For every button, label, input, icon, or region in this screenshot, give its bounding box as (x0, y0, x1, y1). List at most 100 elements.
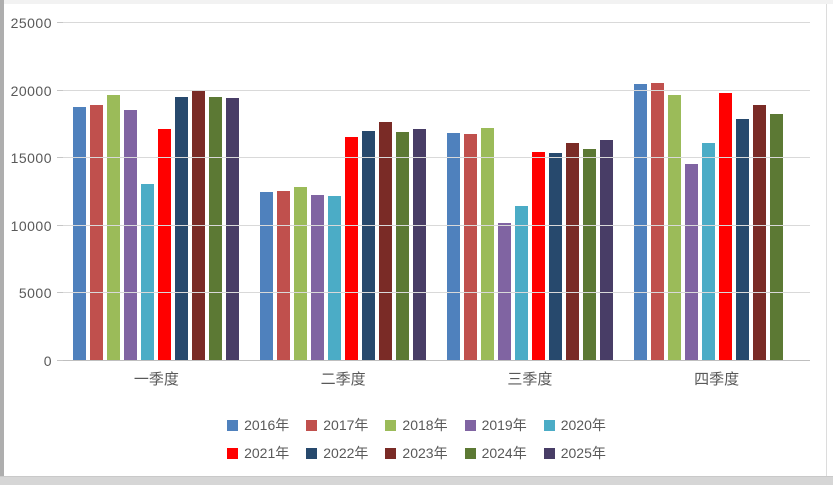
bar-2018年-三季度 (480, 128, 494, 361)
y-axis-tick (57, 224, 63, 226)
x-axis-label-4: 四季度 (694, 371, 740, 388)
bar-groups (63, 23, 810, 361)
legend-swatch-icon (464, 447, 476, 459)
bar-2020年-四季度 (701, 143, 715, 361)
bar-2024年-四季度 (769, 114, 783, 361)
bar-2023年-一季度 (192, 91, 206, 361)
bar-2019年-四季度 (684, 163, 698, 361)
bar-2022年-二季度 (362, 131, 376, 361)
bar-2016年-一季度 (73, 106, 87, 361)
bar-2018年-二季度 (294, 187, 308, 361)
legend-swatch-icon (306, 419, 318, 431)
legend-swatch-icon (385, 447, 397, 459)
y-axis-tick (57, 89, 63, 91)
y-tick-label-10000: 10000 (10, 217, 52, 234)
legend-item-2024年: 2024年 (464, 443, 527, 463)
legend-item-2016年: 2016年 (227, 415, 289, 435)
gridline-15000 (63, 157, 810, 159)
bar-2024年-三季度 (582, 149, 596, 361)
y-tick-label-5000: 5000 (18, 285, 52, 302)
legend-label: 2023年 (402, 445, 448, 461)
bar-2023年-四季度 (752, 105, 766, 361)
bar-2016年-三季度 (446, 133, 460, 361)
bar-2023年-三季度 (565, 142, 579, 361)
legend-swatch-icon (464, 419, 476, 431)
y-tick-label-20000: 20000 (10, 82, 52, 99)
legend-label: 2019年 (481, 417, 527, 433)
bar-2017年-二季度 (277, 190, 291, 361)
bar-group-1 (63, 23, 250, 361)
legend-row-2: 2021年 2022年 2023年 2024年 2025年 (227, 443, 606, 463)
x-axis-label-3: 三季度 (507, 371, 553, 388)
bar-2025年-三季度 (599, 139, 613, 361)
bar-group-2 (250, 23, 437, 361)
bar-2018年-一季度 (107, 94, 121, 361)
legend: 2016年 2017年 2018年 2019年 2020年 2021年 2022年 2023… (0, 415, 833, 463)
bar-2020年-二季度 (328, 196, 342, 361)
y-axis-labels: 0 5000 10000 15000 20000 25000 (4, 15, 58, 369)
legend-item-2020年: 2020年 (543, 415, 606, 435)
legend-item-2023年: 2023年 (385, 443, 448, 463)
frame-right-edge (826, 4, 827, 476)
gridline-20000 (63, 89, 810, 91)
bar-2025年-一季度 (226, 98, 240, 361)
legend-swatch-icon (227, 419, 239, 431)
bar-2018年-四季度 (667, 94, 681, 361)
bar-2021年-四季度 (718, 93, 732, 361)
bar-2021年-三季度 (531, 152, 545, 361)
legend-item-2022年: 2022年 (306, 443, 368, 463)
legend-label: 2018年 (402, 417, 448, 433)
bar-group-3 (437, 23, 624, 361)
frame-left-edge (0, 0, 4, 485)
bar-2020年-三季度 (514, 205, 528, 361)
legend-label: 2020年 (560, 417, 606, 433)
x-axis-line (63, 360, 810, 361)
y-tick-label-0: 0 (43, 353, 52, 369)
bar-2024年-一季度 (209, 97, 223, 361)
legend-row-1: 2016年 2017年 2018年 2019年 2020年 (227, 415, 606, 435)
x-axis-label-2: 二季度 (320, 371, 366, 388)
legend-swatch-icon (385, 419, 397, 431)
bar-2017年-三季度 (463, 133, 477, 361)
bar-2022年-一季度 (175, 96, 189, 361)
legend-item-2018年: 2018年 (385, 415, 448, 435)
y-tick-label-15000: 15000 (10, 150, 52, 167)
y-axis-tick (57, 22, 63, 23)
bar-2017年-四季度 (650, 83, 664, 361)
gridline-5000 (63, 292, 810, 294)
legend-swatch-icon (306, 447, 318, 459)
legend-label: 2021年 (244, 445, 290, 461)
bar-2025年-二季度 (413, 129, 427, 361)
bar-2019年-三季度 (497, 223, 511, 361)
y-tick-label-25000: 25000 (10, 15, 52, 31)
legend-item-2021年: 2021年 (227, 443, 289, 463)
legend-item-2017年: 2017年 (306, 415, 368, 435)
bar-2016年-二季度 (260, 192, 274, 361)
bar-2019年-二季度 (311, 194, 325, 361)
frame-bottom-edge (0, 476, 833, 485)
y-axis-tick (57, 292, 63, 294)
gridline-25000 (63, 22, 810, 23)
bar-2021年-二季度 (345, 136, 359, 361)
legend-item-2019年: 2019年 (464, 415, 527, 435)
y-axis-tick (57, 360, 63, 361)
legend-item-2025年: 2025年 (543, 443, 606, 463)
legend-swatch-icon (227, 447, 239, 459)
bar-2021年-一季度 (158, 129, 172, 361)
legend-label: 2024年 (481, 445, 527, 461)
legend-label: 2016年 (244, 417, 290, 433)
x-axis-labels: 一季度 二季度 三季度 四季度 (63, 368, 810, 389)
plot-area (57, 22, 810, 361)
bar-2020年-一季度 (141, 183, 155, 361)
bar-group-4 (623, 23, 810, 361)
bar-2022年-三季度 (548, 152, 562, 361)
gridline-10000 (63, 224, 810, 226)
bar-2016年-四季度 (633, 83, 647, 361)
bar-2023年-二季度 (379, 122, 393, 361)
bar-2022年-四季度 (735, 119, 749, 361)
legend-label: 2025年 (560, 445, 606, 461)
legend-label: 2022年 (323, 445, 369, 461)
x-axis-label-1: 一季度 (133, 371, 179, 388)
y-axis-tick (57, 157, 63, 159)
